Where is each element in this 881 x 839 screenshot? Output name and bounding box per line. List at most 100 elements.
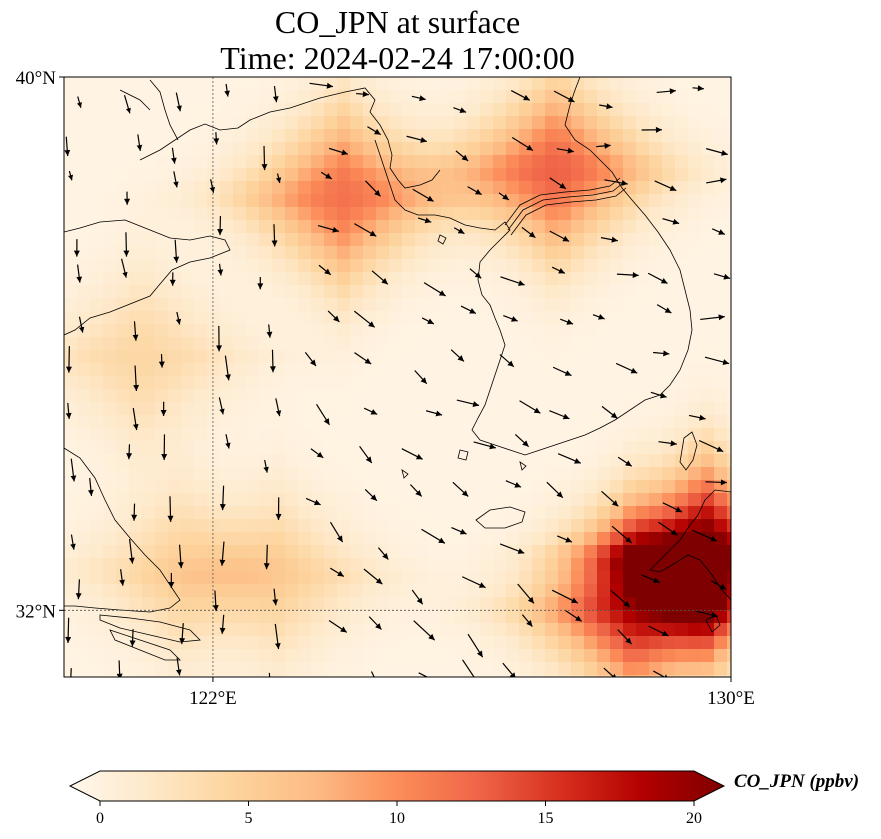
field-cell bbox=[298, 103, 312, 117]
field-cell bbox=[259, 441, 273, 455]
field-cell bbox=[558, 324, 572, 338]
field-cell bbox=[532, 77, 546, 91]
field-cell bbox=[376, 428, 390, 442]
field-cell bbox=[350, 571, 364, 585]
field-cell bbox=[532, 376, 546, 390]
wind-arrow bbox=[275, 497, 282, 520]
wind-arrow bbox=[521, 226, 536, 239]
field-cell bbox=[597, 675, 611, 677]
field-cell bbox=[584, 597, 598, 611]
field-cell bbox=[77, 623, 91, 637]
field-cell bbox=[64, 233, 78, 247]
field-cell bbox=[571, 623, 585, 637]
field-cell bbox=[402, 363, 416, 377]
wind-arrow bbox=[364, 489, 378, 502]
field-cell bbox=[376, 493, 390, 507]
field-cell bbox=[571, 168, 585, 182]
field-cell bbox=[363, 272, 377, 286]
field-cell bbox=[181, 610, 195, 624]
field-cell bbox=[220, 454, 234, 468]
field-cell bbox=[155, 441, 169, 455]
field-cell bbox=[103, 168, 117, 182]
field-cell bbox=[155, 129, 169, 143]
field-cell bbox=[519, 558, 533, 572]
field-cell bbox=[480, 454, 494, 468]
field-cell bbox=[259, 363, 273, 377]
field-cell bbox=[714, 337, 728, 351]
field-cell bbox=[480, 480, 494, 494]
field-cell bbox=[688, 636, 702, 650]
field-cell bbox=[311, 610, 325, 624]
field-cell bbox=[558, 207, 572, 221]
field-cell bbox=[597, 519, 611, 533]
field-cell bbox=[454, 532, 468, 546]
field-cell bbox=[129, 454, 143, 468]
wind-arrow bbox=[272, 588, 279, 606]
field-cell bbox=[701, 662, 715, 676]
field-cell bbox=[259, 259, 273, 273]
field-cell bbox=[519, 623, 533, 637]
field-cell bbox=[298, 675, 312, 677]
field-cell bbox=[558, 506, 572, 520]
field-cell bbox=[298, 363, 312, 377]
field-cell bbox=[597, 389, 611, 403]
field-cell bbox=[571, 259, 585, 273]
field-cell bbox=[688, 675, 702, 677]
field-cell bbox=[701, 558, 715, 572]
field-cell bbox=[311, 480, 325, 494]
field-cell bbox=[337, 493, 351, 507]
field-cell bbox=[675, 480, 689, 494]
field-cell bbox=[324, 532, 338, 546]
field-cell bbox=[415, 532, 429, 546]
field-cell bbox=[493, 532, 507, 546]
wind-arrow bbox=[615, 362, 638, 374]
field-cell bbox=[194, 493, 208, 507]
wind-arrow bbox=[168, 573, 175, 589]
field-cell bbox=[376, 168, 390, 182]
field-cell bbox=[714, 259, 728, 273]
field-cell bbox=[454, 441, 468, 455]
field-cell bbox=[714, 636, 728, 650]
field-cell bbox=[636, 389, 650, 403]
field-cell bbox=[259, 649, 273, 663]
field-cell bbox=[181, 142, 195, 156]
field-cell bbox=[402, 532, 416, 546]
field-cell bbox=[350, 155, 364, 169]
field-cell bbox=[90, 90, 104, 104]
field-cell bbox=[77, 233, 91, 247]
field-cell bbox=[454, 610, 468, 624]
field-cell bbox=[116, 519, 130, 533]
field-cell bbox=[77, 532, 91, 546]
field-cell bbox=[506, 194, 520, 208]
field-cell bbox=[259, 337, 273, 351]
field-cell bbox=[649, 311, 663, 325]
field-cell bbox=[532, 662, 546, 676]
field-cell bbox=[415, 350, 429, 364]
field-cell bbox=[610, 363, 624, 377]
field-cell bbox=[220, 155, 234, 169]
field-cell bbox=[519, 168, 533, 182]
field-cell bbox=[688, 662, 702, 676]
field-cell bbox=[701, 571, 715, 585]
field-cell bbox=[376, 246, 390, 260]
field-cell bbox=[103, 428, 117, 442]
field-cell bbox=[415, 181, 429, 195]
field-cell bbox=[402, 402, 416, 416]
field-cell bbox=[493, 610, 507, 624]
field-cell bbox=[194, 558, 208, 572]
field-cell bbox=[181, 519, 195, 533]
field-cell bbox=[701, 376, 715, 390]
field-cell bbox=[259, 610, 273, 624]
field-cell bbox=[545, 337, 559, 351]
field-cell bbox=[246, 220, 260, 234]
field-cell bbox=[597, 194, 611, 208]
field-cell bbox=[688, 233, 702, 247]
field-cell bbox=[116, 532, 130, 546]
field-cell bbox=[636, 636, 650, 650]
field-cell bbox=[428, 142, 442, 156]
wind-arrow bbox=[275, 398, 282, 417]
field-cell bbox=[298, 493, 312, 507]
field-cell bbox=[519, 376, 533, 390]
field-cell bbox=[571, 142, 585, 156]
field-cell bbox=[610, 480, 624, 494]
